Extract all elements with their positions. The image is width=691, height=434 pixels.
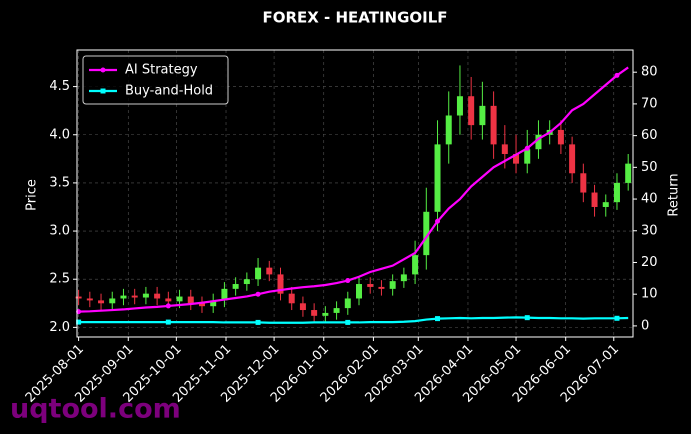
- y-tick-label: 3.5: [49, 175, 70, 190]
- candle-body: [221, 288, 228, 301]
- candle-body: [75, 296, 82, 299]
- plot-frame: [76, 49, 634, 338]
- candle-body: [333, 308, 340, 313]
- candle-body: [299, 303, 306, 311]
- candle-body: [266, 267, 273, 275]
- legend: AI Strategy Buy-and-Hold: [82, 55, 229, 105]
- candle-body: [479, 105, 486, 126]
- y2-tick-label: 70: [641, 96, 658, 111]
- marker: [255, 291, 261, 297]
- candle-body: [131, 295, 138, 298]
- candle-body: [243, 279, 250, 285]
- y2-tick-label: 0: [641, 318, 649, 333]
- candle-body: [367, 284, 374, 287]
- candle-body: [142, 293, 149, 298]
- marker: [255, 319, 261, 325]
- legend-label: Buy-and-Hold: [125, 84, 213, 99]
- candle-body: [602, 202, 609, 207]
- legend-box: [82, 55, 229, 105]
- watermark: uqtool.com: [10, 394, 181, 425]
- candle-body: [423, 211, 430, 256]
- candle-body: [468, 96, 475, 126]
- candle-body: [109, 298, 116, 304]
- y2-tick-label: 60: [641, 128, 658, 143]
- legend-marker: [100, 67, 106, 73]
- candle-body: [557, 129, 564, 145]
- marker: [435, 218, 441, 224]
- candle-body: [344, 298, 351, 309]
- marker: [165, 319, 171, 325]
- candle-body: [501, 144, 508, 155]
- marker: [524, 145, 530, 151]
- candle-body: [389, 281, 396, 289]
- marker: [435, 316, 441, 322]
- marker: [345, 319, 351, 325]
- marker: [345, 278, 351, 284]
- candle-body: [120, 295, 127, 299]
- candle-body: [625, 163, 632, 183]
- candle-body: [456, 96, 463, 116]
- candle-body: [513, 154, 520, 164]
- legend-label: AI Strategy: [125, 63, 198, 78]
- marker: [614, 315, 620, 321]
- candle-body: [187, 296, 194, 304]
- marker: [524, 315, 530, 321]
- candle-body: [434, 144, 441, 212]
- candle-body: [86, 298, 93, 301]
- candle-body: [288, 293, 295, 304]
- candle-body: [210, 300, 217, 307]
- candle-body: [412, 255, 419, 275]
- candle-body: [535, 134, 542, 150]
- y2-tick-label: 30: [641, 223, 658, 238]
- marker: [614, 72, 620, 78]
- candle-body: [356, 284, 363, 299]
- y2-tick-label: 50: [641, 160, 658, 175]
- candle-body: [311, 310, 318, 316]
- candle-body: [154, 293, 161, 299]
- candle-body: [165, 298, 172, 302]
- legend-marker: [100, 88, 106, 94]
- marker: [76, 319, 82, 325]
- marker: [165, 303, 171, 309]
- candle-body: [322, 312, 329, 316]
- y2-tick-label: 20: [641, 255, 658, 270]
- candle-body: [445, 115, 452, 145]
- candle-body: [569, 144, 576, 174]
- candle-body: [490, 105, 497, 145]
- y-axis-label: Price: [25, 179, 40, 211]
- y-tick-label: 2.0: [49, 320, 70, 335]
- candle-body: [198, 303, 205, 307]
- y-tick-label: 4.5: [49, 79, 70, 94]
- y-tick-label: 3.0: [49, 224, 70, 239]
- y2-tick-label: 40: [641, 192, 658, 207]
- y2-tick-label: 10: [641, 287, 658, 302]
- candle-body: [98, 300, 105, 304]
- candle-body: [277, 274, 284, 294]
- candle-body: [400, 274, 407, 282]
- candle-body: [613, 182, 620, 203]
- candle-body: [580, 173, 587, 193]
- candle-body: [232, 284, 239, 289]
- y2-tick-label: 80: [641, 65, 658, 80]
- y-tick-label: 2.5: [49, 272, 70, 287]
- chart-title: FOREX - HEATINGOILF: [262, 9, 447, 27]
- candle-body: [591, 192, 598, 207]
- candle-body: [255, 267, 262, 280]
- candle-body: [378, 286, 385, 289]
- y-tick-label: 4.0: [49, 127, 70, 142]
- y2-axis-label: Return: [667, 173, 682, 216]
- candle-body: [524, 149, 531, 164]
- candle-body: [176, 296, 183, 302]
